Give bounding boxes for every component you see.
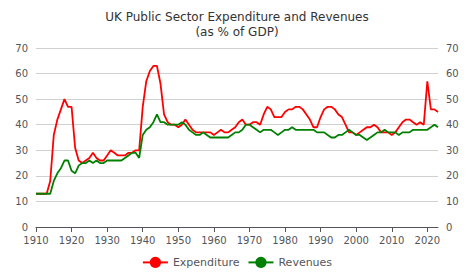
- svg-text:30: 30: [446, 145, 459, 156]
- svg-text:1970: 1970: [237, 235, 262, 246]
- svg-text:10: 10: [15, 196, 28, 207]
- svg-text:(as % of GDP): (as % of GDP): [195, 25, 278, 39]
- svg-text:UK Public Sector Expenditure a: UK Public Sector Expenditure and Revenue…: [105, 10, 369, 24]
- svg-text:1940: 1940: [130, 235, 155, 246]
- svg-text:2000: 2000: [343, 235, 368, 246]
- svg-text:1910: 1910: [23, 235, 48, 246]
- svg-text:1950: 1950: [166, 235, 191, 246]
- svg-text:0: 0: [446, 222, 452, 233]
- svg-text:1920: 1920: [59, 235, 84, 246]
- svg-text:2010: 2010: [379, 235, 404, 246]
- svg-text:1960: 1960: [201, 235, 226, 246]
- svg-text:1990: 1990: [308, 235, 333, 246]
- svg-text:Expenditure: Expenditure: [173, 256, 240, 269]
- svg-text:70: 70: [446, 43, 459, 54]
- svg-text:40: 40: [15, 119, 28, 130]
- svg-text:Revenues: Revenues: [278, 256, 332, 269]
- svg-text:1930: 1930: [94, 235, 119, 246]
- svg-text:60: 60: [15, 68, 28, 79]
- svg-text:30: 30: [15, 145, 28, 156]
- svg-text:20: 20: [15, 170, 28, 181]
- svg-text:2020: 2020: [415, 235, 440, 246]
- svg-text:10: 10: [446, 196, 459, 207]
- svg-text:50: 50: [15, 94, 28, 105]
- svg-text:0: 0: [22, 222, 28, 233]
- svg-text:1980: 1980: [272, 235, 297, 246]
- svg-text:70: 70: [15, 43, 28, 54]
- svg-text:20: 20: [446, 170, 459, 181]
- svg-text:40: 40: [446, 119, 459, 130]
- svg-text:50: 50: [446, 94, 459, 105]
- svg-text:60: 60: [446, 68, 459, 79]
